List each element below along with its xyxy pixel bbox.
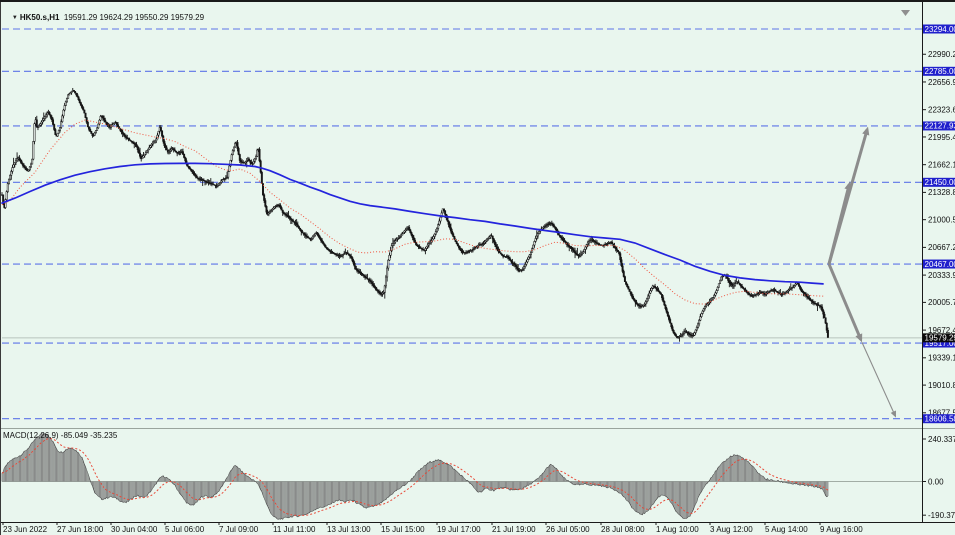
bid-price-tag — [923, 333, 955, 343]
candlesticks — [1, 87, 829, 342]
macd-histogram — [1, 433, 922, 520]
svg-text:21662.10: 21662.10 — [928, 160, 955, 169]
macd-indicator-label: MACD(12,26,9) -85.049 -35.235 — [3, 431, 118, 440]
svg-text:20667.25: 20667.25 — [928, 243, 955, 252]
svg-text:15 Jul 15:00: 15 Jul 15:00 — [381, 525, 425, 534]
svg-text:20333.95: 20333.95 — [928, 271, 955, 280]
svg-text:0.00: 0.00 — [928, 477, 944, 486]
svg-text:28 Jul 08:00: 28 Jul 08:00 — [601, 525, 645, 534]
svg-text:21450.00: 21450.00 — [925, 178, 955, 187]
svg-text:5 Jul 06:00: 5 Jul 06:00 — [165, 525, 205, 534]
svg-text:22785.00: 22785.00 — [925, 67, 955, 76]
svg-text:23 Jun 2022: 23 Jun 2022 — [3, 525, 48, 534]
svg-text:20467.00: 20467.00 — [925, 260, 955, 269]
svg-text:13 Jul 13:00: 13 Jul 13:00 — [327, 525, 371, 534]
svg-text:240.337: 240.337 — [928, 435, 955, 444]
macd-signal-line — [1, 438, 829, 516]
svg-text:21 Jul 19:00: 21 Jul 19:00 — [492, 525, 536, 534]
svg-text:11 Jul 11:00: 11 Jul 11:00 — [273, 525, 316, 534]
svg-text:19672.40: 19672.40 — [928, 326, 955, 335]
collapse-chart-icon[interactable]: ▼ — [11, 15, 18, 21]
svg-text:20005.70: 20005.70 — [928, 298, 955, 307]
svg-text:22323.65: 22323.65 — [928, 105, 955, 114]
svg-text:30 Jun 04:00: 30 Jun 04:00 — [111, 525, 158, 534]
svg-text:5 Aug 14:00: 5 Aug 14:00 — [765, 525, 808, 534]
ma-fast-dotted-line — [1, 119, 826, 305]
trend-arrows[interactable] — [827, 126, 896, 418]
svg-text:19010.85: 19010.85 — [928, 381, 955, 390]
svg-text:21995.40: 21995.40 — [928, 133, 955, 142]
svg-text:1 Aug 10:00: 1 Aug 10:00 — [656, 525, 699, 534]
svg-text:26 Jul 05:00: 26 Jul 05:00 — [546, 525, 590, 534]
svg-text:9 Aug 16:00: 9 Aug 16:00 — [820, 525, 863, 534]
svg-text:21328.80: 21328.80 — [928, 188, 955, 197]
svg-text:21000.55: 21000.55 — [928, 215, 955, 224]
svg-text:22990.25: 22990.25 — [928, 50, 955, 59]
symbol-period-label: HK50.s,H1 — [19, 13, 60, 22]
svg-text:27 Jun 18:00: 27 Jun 18:00 — [57, 525, 104, 534]
support-resistance-lines[interactable] — [2, 28, 922, 420]
svg-text:18677.55: 18677.55 — [928, 409, 955, 418]
chart-title-bar: ▼ HK50.s,H1 19591.29 19624.29 19550.29 19… — [3, 4, 204, 32]
ohlc-readout: 19591.29 19624.29 19550.29 19579.29 — [63, 13, 205, 22]
time-axis[interactable]: 23 Jun 2022 27 Jun 18:00 30 Jun 04:00 5 Jul… — [2, 522, 863, 534]
svg-text:22127.93: 22127.93 — [925, 122, 955, 131]
svg-text:-190.376: -190.376 — [928, 511, 955, 520]
chart-shift-marker-icon — [901, 10, 910, 16]
svg-text:19579.29: 19579.29 — [925, 334, 955, 343]
price-axis[interactable]: 22990.25 22656.95 22323.65 21995.40 21662.10… — [922, 24, 955, 520]
ma-slow-line — [1, 162, 824, 285]
svg-text:3 Aug 12:00: 3 Aug 12:00 — [710, 525, 753, 534]
svg-text:23294.00: 23294.00 — [925, 25, 955, 34]
svg-text:19339.10: 19339.10 — [928, 354, 955, 363]
svg-text:7 Jul 09:00: 7 Jul 09:00 — [219, 525, 259, 534]
svg-text:22656.95: 22656.95 — [928, 78, 955, 87]
svg-text:19 Jul 17:00: 19 Jul 17:00 — [437, 525, 481, 534]
svg-text:18606.58: 18606.58 — [925, 415, 955, 424]
svg-text:19517.00: 19517.00 — [925, 339, 955, 348]
